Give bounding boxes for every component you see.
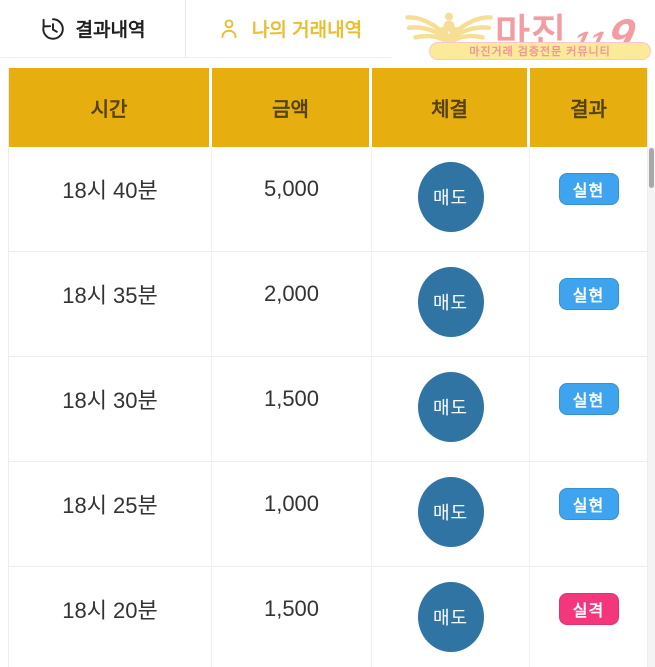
header-amount: 금액: [212, 68, 372, 147]
amount-cell: 1,500: [263, 386, 320, 411]
time-cell: 18시 35분: [62, 283, 158, 308]
eagle-emblem-icon: [401, 5, 497, 62]
table-row: 18시 25분 1,000 매도 실현: [9, 462, 647, 567]
time-cell: 18시 20분: [62, 598, 158, 623]
table-row: 18시 30분 1,500 매도 실현: [9, 357, 647, 462]
scrollbar-thumb[interactable]: [649, 148, 654, 188]
tab-my-trades-label: 나의 거래내역: [251, 20, 363, 41]
amount-cell: 1,500: [263, 596, 320, 621]
history-icon: [40, 16, 66, 42]
tabs-strip: 결과내역 나의 거래내역: [0, 0, 392, 58]
vertical-scrollbar[interactable]: [648, 147, 655, 667]
logo-tagline: 마진거래 검증전문 커뮤니티: [429, 42, 651, 60]
sell-execution-button[interactable]: 매도: [417, 582, 484, 652]
time-cell: 18시 30분: [62, 388, 158, 413]
result-badge: 실현: [558, 173, 619, 205]
site-logo: 마진 119 마진거래 검증전문 커뮤니티: [399, 0, 655, 64]
time-cell: 18시 40분: [62, 178, 158, 203]
table-header-row: 시간 금액 체결 결과: [9, 68, 647, 147]
sell-execution-button[interactable]: 매도: [417, 477, 484, 547]
table-body: 18시 40분 5,000 매도 실현 18시 35분 2,000 매도 실현 …: [9, 147, 647, 667]
header-result: 결과: [530, 68, 647, 147]
sell-execution-button[interactable]: 매도: [417, 162, 484, 232]
tab-results[interactable]: 결과내역: [0, 0, 186, 57]
header-time: 시간: [9, 68, 212, 147]
table-row: 18시 40분 5,000 매도 실현: [9, 147, 647, 252]
result-badge: 실격: [558, 593, 619, 625]
sell-execution-button[interactable]: 매도: [417, 372, 484, 442]
result-badge: 실현: [558, 488, 619, 520]
amount-cell: 5,000: [263, 176, 320, 201]
header-execution: 체결: [372, 68, 530, 147]
result-badge: 실현: [558, 278, 619, 310]
sell-execution-button[interactable]: 매도: [417, 267, 484, 337]
time-cell: 18시 25분: [62, 493, 158, 518]
person-icon: [216, 16, 242, 42]
tab-results-label: 결과내역: [75, 20, 146, 41]
table-row: 18시 35분 2,000 매도 실현: [9, 252, 647, 357]
amount-cell: 2,000: [263, 281, 320, 306]
amount-cell: 1,000: [263, 491, 320, 516]
top-bar: 결과내역 나의 거래내역: [0, 0, 655, 68]
results-table: 시간 금액 체결 결과 18시 40분 5,000 매도 실현 18시 35분 …: [8, 68, 648, 667]
table-row: 18시 20분 1,500 매도 실격: [9, 567, 647, 667]
tab-my-trades[interactable]: 나의 거래내역: [186, 0, 392, 57]
result-badge: 실현: [558, 383, 619, 415]
